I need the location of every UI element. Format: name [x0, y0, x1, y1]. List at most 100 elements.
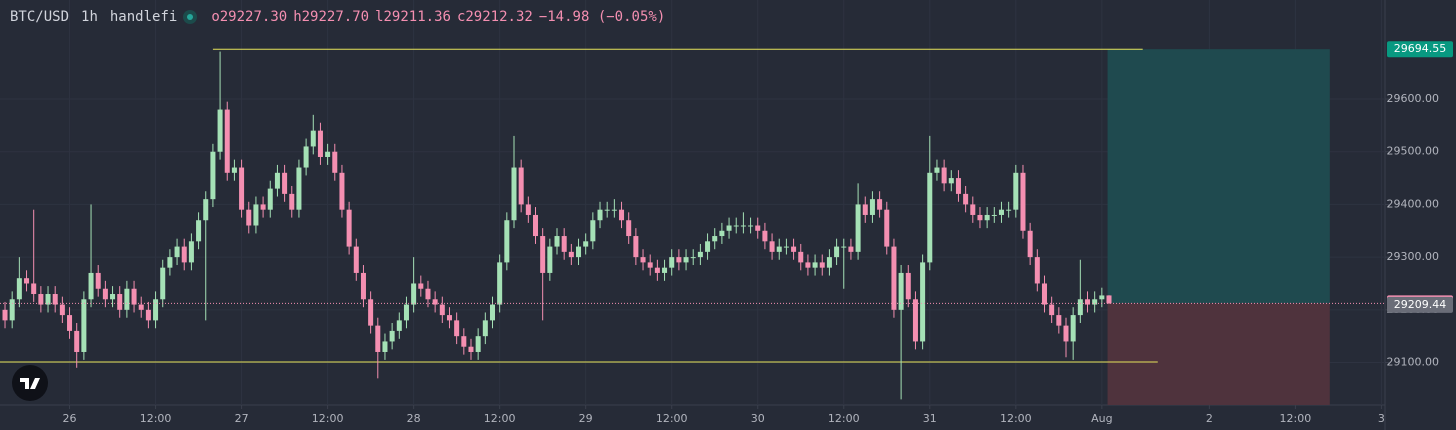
ohlc-key: h: [293, 9, 302, 25]
x-tick-label: 12:00: [140, 412, 172, 425]
logo[interactable]: [10, 363, 50, 403]
candle-body: [561, 236, 567, 252]
candle-body: [489, 304, 496, 321]
candle-body: [762, 230, 768, 242]
candle-body: [532, 214, 539, 237]
price-badge-label: 29694.55: [1394, 42, 1447, 55]
x-tick-label: 12:00: [312, 412, 344, 425]
candle-body: [826, 257, 832, 268]
candle-body: [633, 236, 639, 258]
candle-body: [834, 246, 840, 258]
candle-body: [174, 246, 180, 258]
candle-body: [461, 336, 467, 347]
candle-body: [296, 167, 302, 210]
candle-body: [24, 278, 30, 284]
candle-body: [654, 267, 660, 273]
candle-body: [131, 288, 137, 305]
candle-body: [1099, 295, 1105, 300]
candle-body: [597, 209, 603, 221]
candle-body: [748, 225, 754, 227]
candle-body: [239, 167, 245, 210]
candle-body: [454, 320, 460, 337]
candle-body: [697, 251, 703, 258]
symbol: BTC/USD: [10, 9, 70, 25]
ohlc-key: c: [456, 9, 466, 25]
candle-body: [74, 330, 80, 352]
candle-body: [210, 151, 216, 200]
change: −14.98 (−0.05%): [538, 9, 666, 25]
candle-body: [1084, 299, 1091, 305]
candle-body: [81, 299, 87, 352]
candle-body: [1027, 230, 1033, 258]
candle-body: [497, 262, 503, 305]
candle-body: [31, 283, 37, 295]
candle-body: [117, 294, 123, 310]
ohlc-key: l: [375, 9, 384, 25]
price-badge: [1387, 41, 1453, 58]
author: handlefi: [109, 9, 178, 25]
x-tick-label: 12:00: [828, 412, 860, 425]
candle-body: [705, 241, 711, 252]
candle-body: [196, 220, 202, 242]
candle-body: [855, 204, 861, 252]
candle-body: [740, 225, 746, 227]
candle-body: [260, 204, 266, 210]
candle-body: [153, 299, 159, 321]
candle-body: [188, 241, 194, 263]
candle-body: [1077, 299, 1083, 316]
candle-body: [468, 346, 474, 352]
status-icon: [183, 10, 198, 24]
candle-body: [418, 283, 424, 289]
candle-body: [1070, 315, 1076, 342]
candle-body: [253, 204, 259, 226]
candle-body: [52, 294, 58, 305]
candle-body: [640, 257, 646, 263]
candle-body: [303, 146, 309, 168]
candle-body: [626, 220, 632, 237]
candle-body: [1034, 257, 1040, 284]
loss-zone: [1107, 303, 1330, 405]
candle-body: [396, 320, 402, 331]
candle-body: [45, 294, 51, 305]
candle-body: [712, 236, 718, 242]
candle-body: [920, 262, 926, 342]
ohlc-value: 29211.36: [383, 9, 451, 25]
candle-body: [267, 188, 273, 210]
candle-body: [970, 204, 976, 215]
candle-body: [690, 257, 696, 259]
candle-body: [1020, 172, 1026, 231]
candle-body: [927, 172, 933, 263]
candle-body: [439, 304, 445, 316]
candle-body: [88, 272, 94, 300]
candle-body: [912, 299, 918, 342]
y-tick-label: 29600.00: [1387, 92, 1440, 105]
candle-body: [525, 204, 531, 215]
candle-body: [360, 272, 366, 300]
candle-body: [869, 199, 875, 215]
candle-body: [568, 251, 574, 258]
candle-body: [160, 267, 166, 300]
candle-body: [203, 199, 209, 221]
candle-body: [145, 309, 151, 321]
candle-body: [848, 246, 854, 252]
candle-body: [783, 246, 789, 248]
candle-body: [1013, 172, 1019, 210]
candle-body: [977, 214, 983, 221]
candle-body: [138, 304, 144, 310]
candle-body: [16, 278, 22, 300]
candle-body: [511, 167, 517, 221]
candle-body: [583, 241, 589, 247]
candle-body: [948, 178, 954, 184]
profit-zone: [1107, 49, 1330, 304]
y-tick-label: 29400.00: [1387, 197, 1440, 210]
candle-body: [805, 262, 811, 268]
candle-body: [769, 241, 775, 252]
candle-body: [368, 299, 374, 326]
candle-body: [1092, 299, 1098, 305]
candle-body: [683, 257, 689, 263]
candle-body: [726, 225, 732, 231]
x-tick-label: 12:00: [1000, 412, 1032, 425]
candle-body: [755, 225, 761, 231]
x-tick-label: 26: [63, 412, 77, 425]
